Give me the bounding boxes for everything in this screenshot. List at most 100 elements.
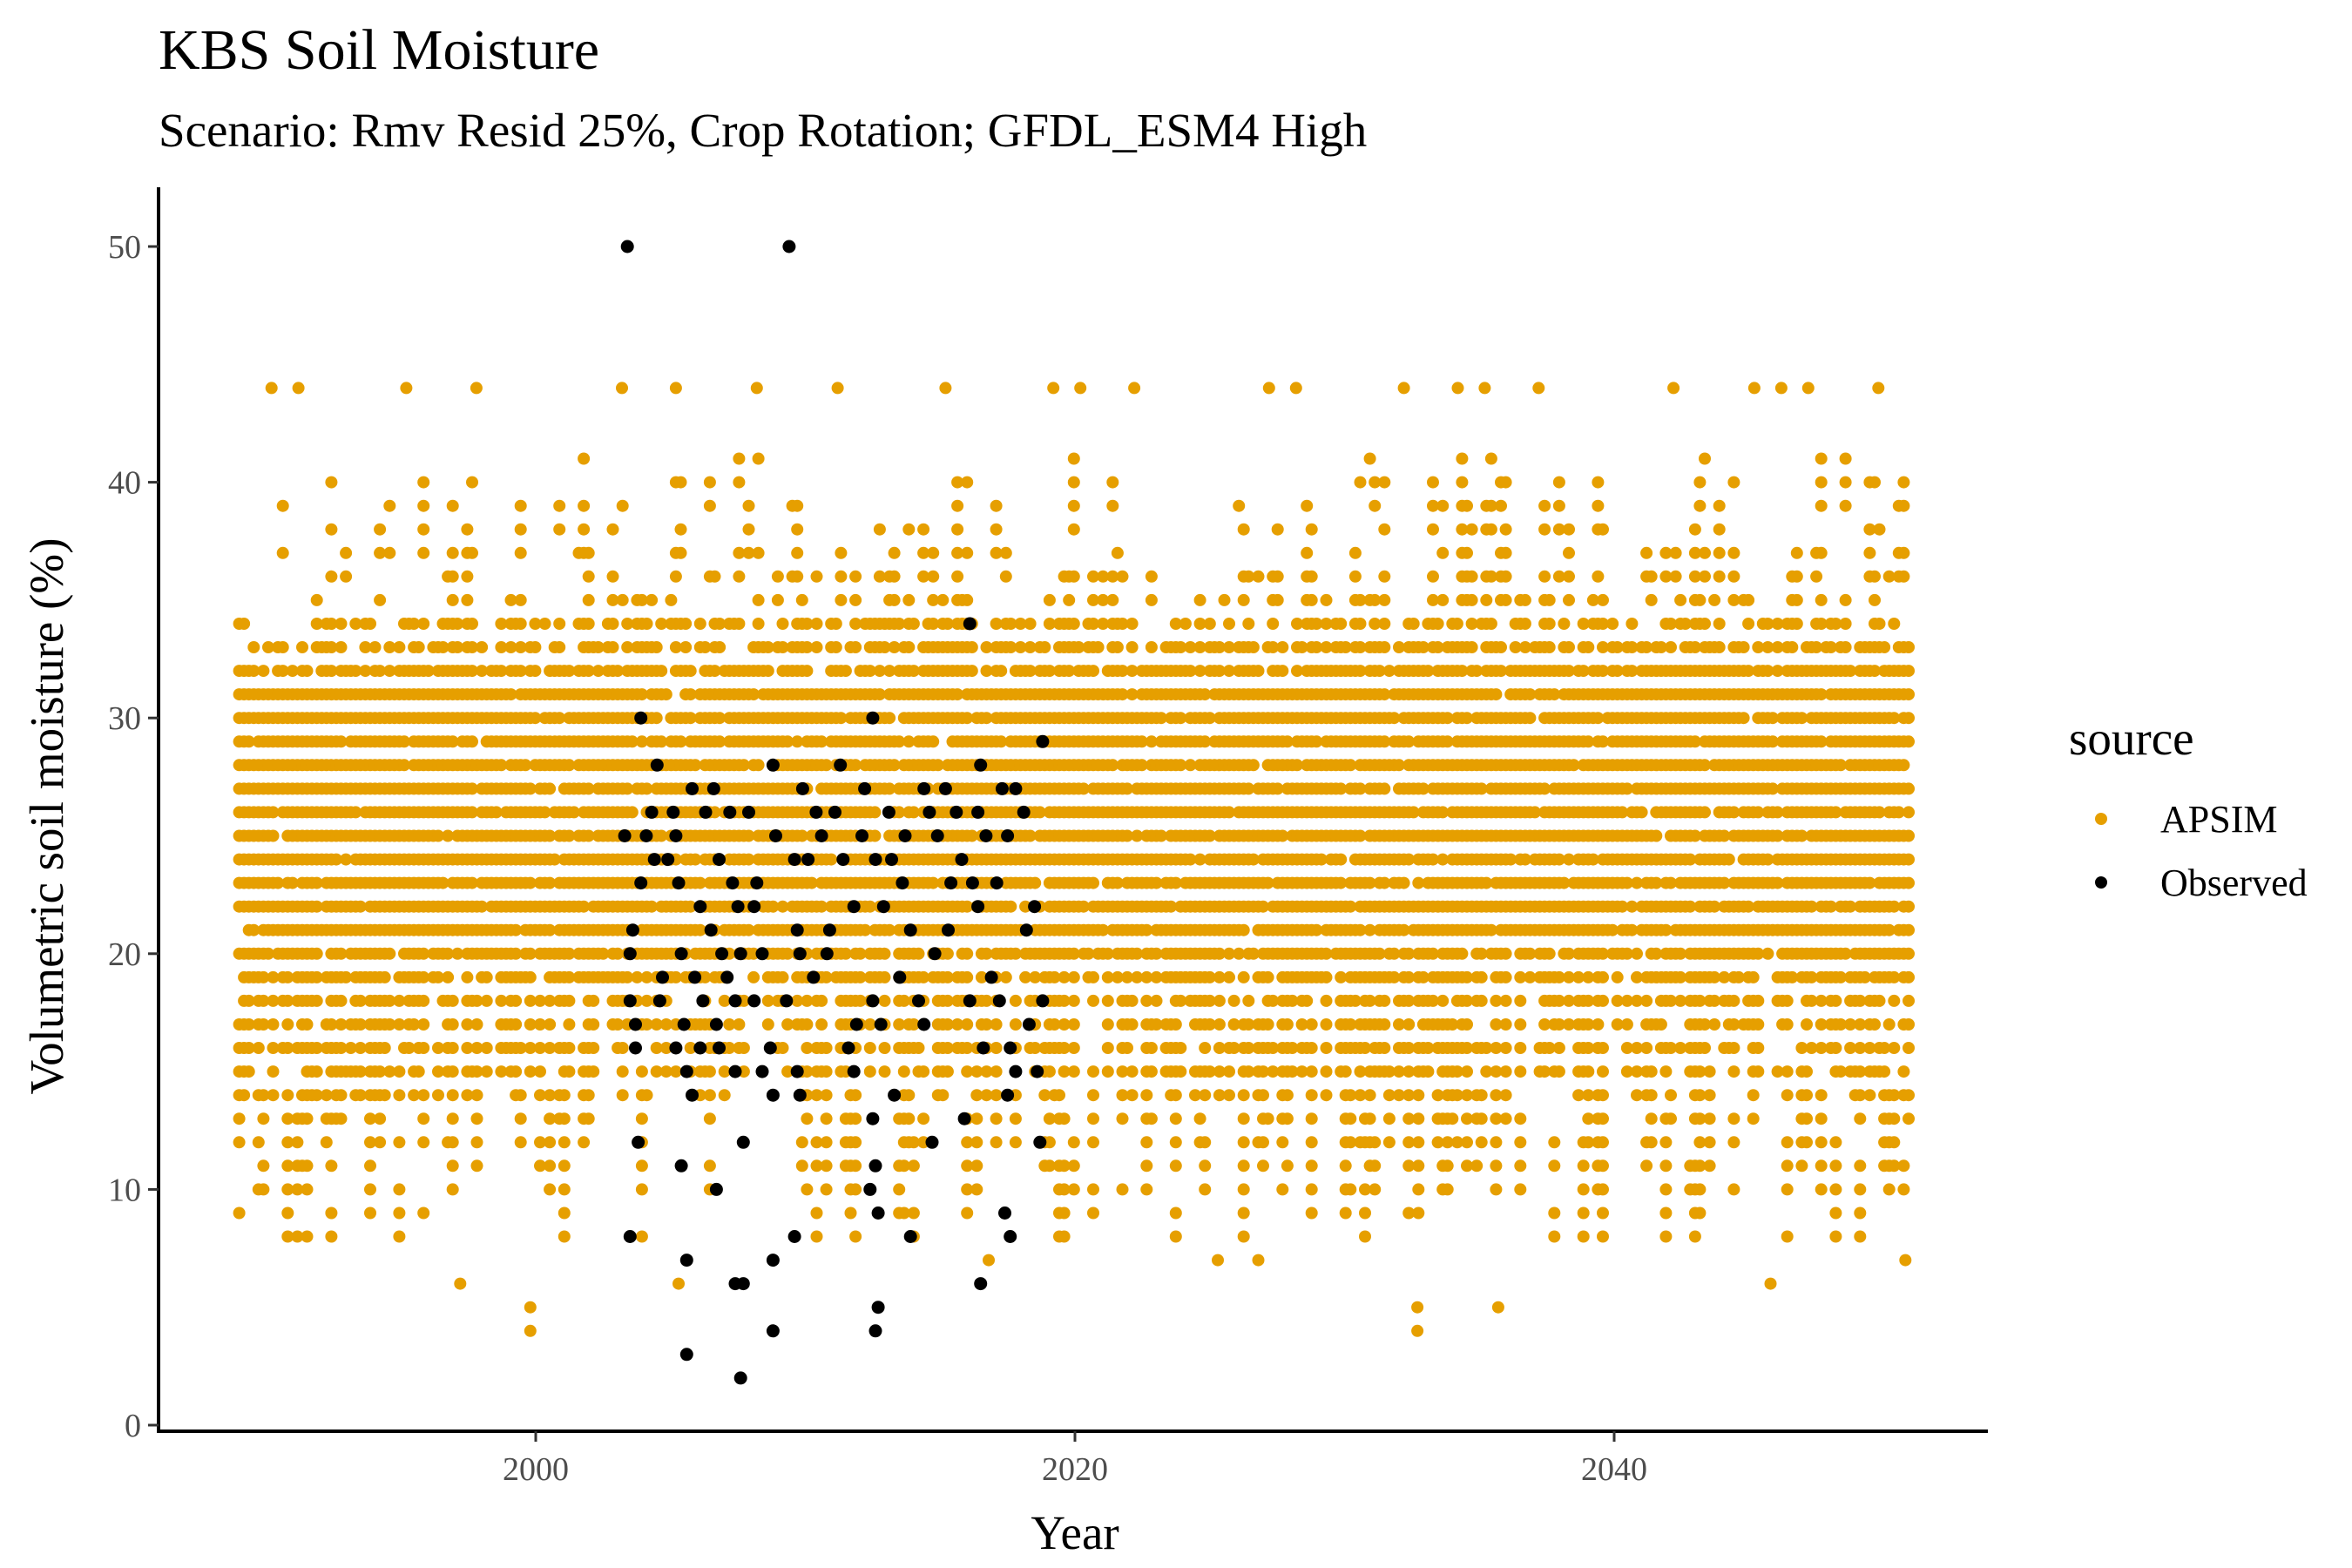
apsim-point <box>1223 1065 1235 1078</box>
apsim-point <box>349 806 362 819</box>
apsim-point <box>1305 593 1318 606</box>
apsim-point <box>907 618 920 630</box>
apsim-point <box>1441 1136 1454 1149</box>
apsim-point <box>374 1065 387 1078</box>
apsim-point <box>1116 665 1129 678</box>
apsim-point <box>398 735 410 748</box>
apsim-point <box>340 853 353 866</box>
apsim-point <box>1416 970 1429 983</box>
apsim-point <box>1150 994 1163 1007</box>
apsim-point <box>612 665 625 678</box>
apsim-point <box>461 970 474 983</box>
apsim-point <box>781 947 794 960</box>
apsim-point <box>408 1018 421 1031</box>
apsim-point <box>446 499 459 512</box>
apsim-point <box>1465 593 1478 606</box>
apsim-point <box>1577 1159 1590 1173</box>
apsim-point <box>470 1042 483 1054</box>
apsim-point <box>1461 970 1473 983</box>
apsim-point <box>257 1018 270 1031</box>
apsim-point <box>1111 970 1124 983</box>
apsim-point <box>655 618 668 630</box>
apsim-point <box>1237 923 1250 936</box>
apsim-point <box>529 641 542 653</box>
apsim-point <box>961 1159 974 1173</box>
apsim-point <box>1499 593 1512 606</box>
apsim-point <box>883 665 896 678</box>
apsim-point <box>1461 1089 1473 1102</box>
apsim-point <box>563 970 576 983</box>
apsim-point <box>776 641 789 653</box>
apsim-point <box>1121 1042 1133 1054</box>
apsim-point <box>1009 947 1022 960</box>
apsim-point <box>393 641 406 653</box>
apsim-point <box>490 806 503 819</box>
apsim-point <box>1461 712 1473 725</box>
apsim-point <box>723 1018 736 1031</box>
apsim-point <box>795 1136 808 1149</box>
apsim-point <box>1029 1042 1042 1054</box>
apsim-point <box>1261 876 1274 889</box>
apsim-point <box>1169 618 1182 630</box>
apsim-point <box>1106 476 1119 489</box>
apsim-point <box>242 1018 255 1031</box>
apsim-point <box>1344 1018 1357 1031</box>
apsim-point <box>476 900 489 913</box>
apsim-point <box>1271 523 1284 536</box>
apsim-point <box>810 1230 823 1243</box>
apsim-point <box>563 1042 576 1054</box>
apsim-point <box>640 994 653 1007</box>
apsim-point <box>301 1159 314 1173</box>
apsim-point <box>1261 1112 1274 1125</box>
apsim-point <box>1213 947 1226 960</box>
apsim-point <box>1043 618 1056 630</box>
apsim-point <box>514 1089 527 1102</box>
apsim-point <box>723 1042 736 1054</box>
apsim-point <box>1490 1136 1503 1149</box>
apsim-point <box>975 970 988 983</box>
apsim-point <box>820 1042 833 1054</box>
apsim-point <box>1461 1112 1473 1125</box>
apsim-point <box>582 1089 595 1102</box>
apsim-point <box>1412 876 1425 889</box>
apsim-point <box>1067 499 1080 512</box>
apsim-point <box>1125 641 1139 653</box>
apsim-point <box>990 618 1003 630</box>
apsim-point <box>1169 1018 1182 1031</box>
apsim-point <box>1271 593 1284 606</box>
apsim-point <box>364 1206 376 1220</box>
apsim-point <box>810 1159 823 1173</box>
apsim-point <box>1106 593 1119 606</box>
apsim-point <box>1582 1089 1595 1102</box>
apsim-point <box>1335 618 1348 630</box>
apsim-point <box>364 1136 376 1149</box>
apsim-point <box>1199 1089 1212 1102</box>
apsim-point <box>325 1206 338 1220</box>
apsim-point <box>1597 1112 1609 1125</box>
apsim-point <box>1514 1159 1527 1173</box>
apsim-point <box>1397 923 1410 936</box>
apsim-point <box>1125 688 1139 701</box>
apsim-point <box>927 593 940 606</box>
apsim-point <box>970 1183 983 1196</box>
apsim-point <box>801 641 814 653</box>
apsim-point <box>1563 970 1575 983</box>
apsim-point <box>524 782 537 795</box>
apsim-point <box>393 1065 406 1078</box>
apsim-point <box>1538 782 1551 795</box>
apsim-point <box>1213 994 1226 1007</box>
apsim-point <box>1223 806 1235 819</box>
apsim-point <box>442 829 455 842</box>
apsim-point <box>859 923 872 936</box>
apsim-point <box>1369 1183 1382 1196</box>
apsim-point <box>1348 570 1362 583</box>
apsim-point <box>267 1042 280 1054</box>
apsim-point <box>257 1089 270 1102</box>
apsim-point <box>544 1159 557 1173</box>
apsim-point <box>1067 1136 1080 1149</box>
apsim-point <box>1101 947 1114 960</box>
chart-title: KBS Soil Moisture <box>159 18 600 82</box>
apsim-point <box>1456 476 1469 489</box>
apsim-point <box>1363 452 1376 465</box>
apsim-point <box>616 499 629 512</box>
